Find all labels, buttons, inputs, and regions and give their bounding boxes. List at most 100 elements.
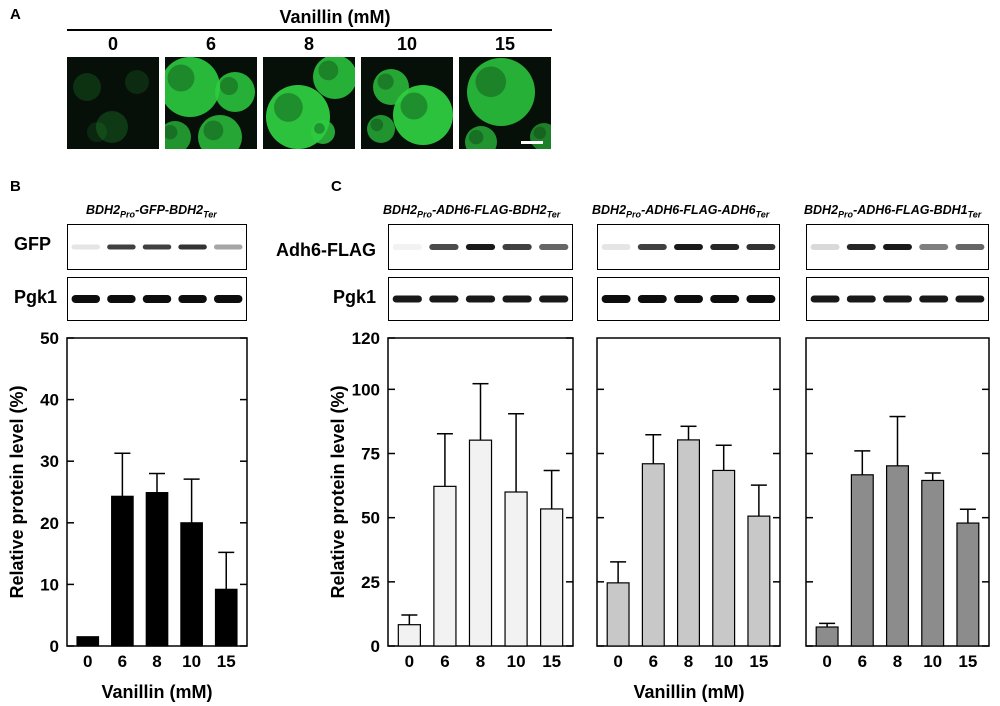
plot-frame [805,337,990,647]
x-tick-label: 6 [649,652,658,671]
construct-sub: Pro [626,209,642,220]
y-axis-label: Relative protein level (%) [7,385,27,598]
concentration-label: 10 [396,34,418,54]
y-axis-label: Relative protein level (%) [328,385,348,598]
construct-sub: Pro [838,209,854,220]
bar [676,439,701,647]
panel-a-header-line [67,29,552,31]
fluorescence-micrograph [361,57,453,149]
western-blot-adh6-flag-bdh1 [806,224,989,270]
y-tick-label: 100 [352,380,380,399]
blot-label-gfp: GFP [14,234,52,254]
y-tick-label: 50 [40,329,59,348]
concentration-label: 8 [303,34,314,54]
x-tick-label: 0 [822,652,831,671]
x-tick-label: 10 [923,652,942,671]
x-tick-label: 0 [405,652,414,671]
construct-part: -ADH6-FLAG-BDH1 [853,203,968,217]
bar-chart-c-bdh1: 0 6 8 10 15 [805,337,990,671]
bar [214,588,238,647]
construct-part: BDH2 [592,203,627,217]
construct-part: -ADH6-FLAG-BDH2 [432,203,547,217]
blot-label-pgk1: Pgk1 [14,287,58,307]
x-tick-label: 6 [118,652,127,671]
x-tick-label: 10 [182,652,201,671]
x-tick-label: 8 [684,652,693,671]
bar [397,624,421,647]
bar [468,439,493,647]
western-blot-pgk1 [67,277,247,321]
y-tick-label: 30 [40,452,59,471]
panel-c-construct-2: BDH2Pro-ADH6-FLAG-ADH6Ter [592,203,769,220]
bar [956,522,980,647]
fluorescence-micrograph [165,57,257,149]
x-tick-label: 6 [858,652,867,671]
bar [606,582,630,647]
western-blot-pgk1-bdh2 [388,277,573,321]
fluorescence-micrograph [67,57,159,149]
x-axis-label: Vanillin (mM) [633,682,744,702]
x-tick-label: 8 [893,652,902,671]
y-tick-label: 0 [371,637,380,656]
x-tick-label: 0 [613,652,622,671]
construct-sub: Ter [967,209,982,220]
bar-chart-b: 0 10 20 30 40 50 0 6 8 10 15 Relative protein level… [7,329,248,671]
construct-part: -ADH6-FLAG-ADH6 [641,203,756,217]
panel-a-header: Vanillin (mM) [279,7,391,27]
bar [540,508,564,647]
plot-frame [387,337,574,647]
construct-sub: Ter [203,209,217,220]
bar [850,474,874,647]
construct-part: BDH2 [804,203,839,217]
construct-sub: Ter [546,209,561,220]
fluorescence-micrograph [263,57,355,149]
bar [433,485,457,647]
y-tick-label: 50 [361,509,380,528]
y-tick-label: 25 [361,573,380,592]
construct-part: BDH2 [383,203,418,217]
bar [815,626,839,647]
fluorescence-micrograph [459,57,551,149]
bar [641,463,665,647]
bar [921,479,945,647]
construct-part: -GFP-BDH2 [135,203,204,217]
concentration-label: 6 [205,34,216,54]
construct-part: BDH2 [86,203,121,217]
western-blot-adh6-flag-bdh2 [388,224,573,270]
panel-b-label: B [10,178,21,195]
concentration-label: 15 [494,34,516,54]
blot-label-pgk1-c: Pgk1 [333,287,377,307]
y-tick-label: 75 [361,445,380,464]
blot-label-adh6-flag: Adh6-FLAG [276,240,376,260]
x-tick-label: 6 [440,652,449,671]
construct-sub: Ter [755,209,770,220]
construct-sub: Pro [120,209,136,220]
x-tick-label: 10 [714,652,733,671]
western-blot-pgk1-bdh1 [806,277,989,321]
plot-frame [596,337,781,647]
western-blot-adh6-flag-adh6 [597,224,780,270]
bar-chart-c-bdh2: 0 25 50 75 100 120 0 6 8 10 15 Relative protein lev… [328,329,574,671]
x-tick-label: 15 [542,652,561,671]
bar [747,515,771,647]
y-tick-label: 120 [352,329,380,348]
bar [76,636,100,647]
x-tick-label: 8 [476,652,485,671]
x-tick-label: 15 [958,652,977,671]
panel-c-label: C [331,178,342,195]
x-tick-label: 0 [83,652,92,671]
plot-frame [66,337,248,647]
y-tick-label: 40 [40,391,59,410]
x-axis-label: Vanillin (mM) [101,682,212,702]
bar [111,495,134,647]
concentration-label: 0 [107,34,118,54]
bar [145,492,169,647]
construct-sub: Pro [417,209,433,220]
bar [885,465,910,647]
panel-c-construct-3: BDH2Pro-ADH6-FLAG-BDH1Ter [804,203,981,220]
y-tick-label: 0 [50,637,59,656]
x-tick-label: 10 [507,652,526,671]
panel-a-label: A [10,6,21,23]
bar [504,491,528,647]
bar [180,522,203,647]
